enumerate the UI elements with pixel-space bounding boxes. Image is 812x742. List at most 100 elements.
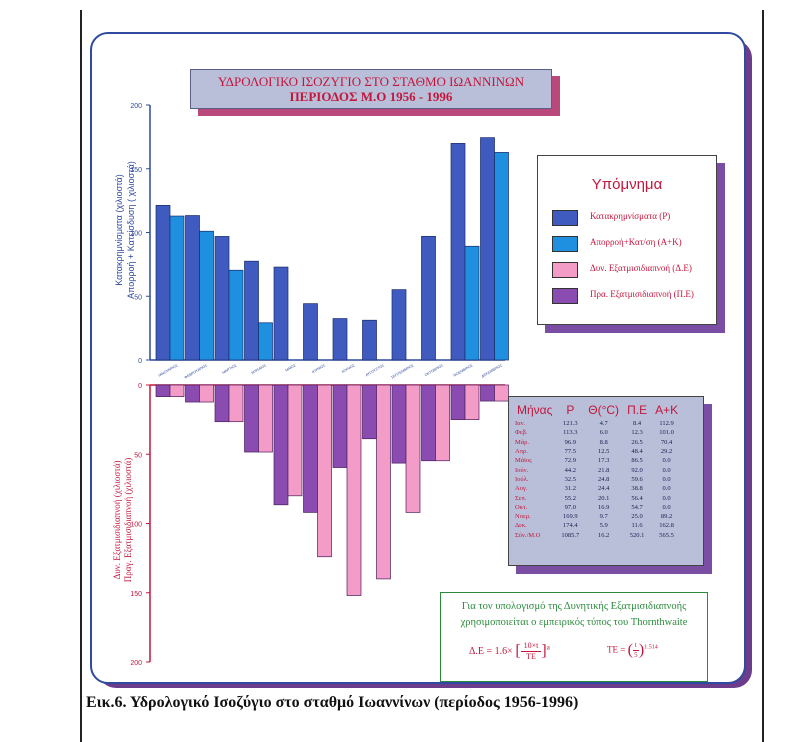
- table-value-cell: 0.0: [662, 485, 671, 493]
- potential-et-bar: [464, 384, 480, 420]
- actual-et-bar: [214, 384, 230, 423]
- table-value-cell: 31.2: [564, 485, 577, 493]
- formula-box: Για τον υπολογισμό της Δυνητικής Εξατμισ…: [440, 592, 708, 682]
- table-month-cell: Δεκ.: [515, 522, 527, 530]
- eq1-denominator: ΤΕ: [526, 652, 536, 661]
- table-value-cell: 4.7: [599, 420, 608, 428]
- actual-et-bar: [185, 384, 200, 403]
- table-month-cell: Ιούν.: [515, 466, 529, 474]
- runoff-bar: [199, 230, 214, 361]
- chart-title: ΥΔΡΟΛΟΓΙΚΟ ΙΣΟΖΥΓΙΟ ΣΤΟ ΣΤΑΘΜΟ ΙΩΑΝΝΙΝΩΝ…: [190, 69, 552, 109]
- table-value-cell: 5.9: [599, 522, 608, 530]
- potential-et-bar: [435, 384, 450, 462]
- month-label: ΦΕΒΡΟΥΑΡΙΟΣ: [184, 363, 209, 380]
- table-value-cell: 565.5: [659, 531, 674, 539]
- precipitation-bar: [480, 137, 495, 361]
- table-value-cell: 12.5: [597, 448, 610, 456]
- legend-swatch: [552, 236, 578, 252]
- table-month-cell: Ιαν.: [515, 420, 526, 428]
- table-value-cell: 89.2: [660, 513, 673, 521]
- table-value-cell: 9.7: [599, 513, 608, 521]
- precipitation-bar: [450, 143, 466, 361]
- eq1-bracket-open: [: [515, 642, 521, 660]
- table-row: Απρ. 77.5 12.5 48.4 29.2: [513, 447, 682, 456]
- precipitation-bar: [155, 204, 171, 361]
- table-value-cell: 38.8: [631, 485, 643, 493]
- month-label: ΑΠΡΙΛΙΟΣ: [250, 363, 267, 375]
- chart-title-line1: ΥΔΡΟΛΟΓΙΚΟ ΙΣΟΖΥΓΙΟ ΣΤΟ ΣΤΑΘΜΟ ΙΩΑΝΝΙΝΩΝ: [217, 74, 525, 89]
- legend-swatch: [552, 288, 578, 304]
- table-value-cell: 44.2: [564, 466, 577, 474]
- month-label: ΙΑΝΟΥΑΡΙΟΣ: [158, 363, 179, 378]
- table-value-cell: 0.0: [662, 503, 671, 511]
- table-row: Ιαν. 121.3 4.7 8.4 112.9: [513, 419, 682, 428]
- actual-et-bar: [480, 384, 495, 402]
- month-label: ΜΑΡΤΙΟΣ: [222, 363, 239, 375]
- data-table: Μήνας P Θ(°C) Π.Ε Α+Κ Ιαν. 121.3 4.7 8.4 112…: [508, 396, 704, 566]
- table-row: Ιούλ. 32.5 24.8 59.6 0.0: [513, 475, 682, 484]
- table-value-cell: 6.0: [599, 429, 608, 437]
- table-month-cell: Οκτ.: [515, 503, 528, 511]
- lower-tick-label: 50: [134, 452, 142, 459]
- table-month-cell: Ιούλ.: [515, 475, 529, 483]
- lower-tick-label: 200: [130, 660, 142, 667]
- table-value-cell: 96.9: [564, 438, 577, 446]
- month-label: ΔΕΚΕΜΒΡΙΟΣ: [481, 363, 504, 379]
- table-value-cell: 112.9: [659, 420, 674, 428]
- potential-et-bar: [494, 384, 509, 402]
- lower-y-label-2: Πραγ. Εξατμισιδιαπνοή (χιλιοστά): [123, 458, 133, 582]
- actual-et-bar: [391, 384, 407, 464]
- eq2-paren-close: ): [638, 641, 645, 659]
- potential-et-bar: [317, 384, 332, 558]
- upper-ticks: 200 150 100 50 0: [130, 103, 150, 365]
- table-row: Ιούν. 44.2 21.8 92.0 0.0: [513, 465, 682, 474]
- table-month-cell: Φεβ.: [515, 429, 528, 437]
- table-header: Π.Ε: [627, 403, 648, 417]
- table-value-cell: 21.8: [597, 466, 610, 474]
- actual-et-bar: [362, 384, 377, 440]
- upper-tick-label: 100: [130, 231, 142, 238]
- legend-label: Απορροή+Κατ/ση (Α+Κ): [590, 237, 682, 247]
- table-value-cell: 26.5: [631, 438, 643, 446]
- lower-bars: [155, 384, 509, 596]
- table-month-cell: Απρ.: [515, 448, 528, 456]
- upper-tick-label: 150: [130, 167, 142, 174]
- legend-label: Κατακρημνίσματα (P): [590, 211, 671, 221]
- upper-y-label-2: Απορροή + Κατείσδυση ( χιλιοστά): [126, 161, 136, 299]
- potential-et-bar: [228, 384, 244, 423]
- table-value-cell: 17.3: [597, 457, 610, 465]
- potential-et-bar: [376, 384, 391, 580]
- lower-tick-label: 150: [130, 591, 142, 598]
- precipitation-bar: [421, 235, 436, 361]
- upper-tick-label: 0: [138, 358, 142, 365]
- table-month-cell: Μάρ.: [515, 438, 530, 446]
- eq1-fraction: 10×t ΤΕ: [520, 641, 542, 662]
- table-value-cell: 162.8: [659, 522, 674, 530]
- precipitation-bar: [244, 260, 259, 361]
- lower-tick-label: 0: [138, 383, 142, 390]
- eq1-left: Δ.Ε = 1.6×: [469, 645, 513, 657]
- table-value-cell: 113.3: [563, 429, 578, 437]
- table-row: Φεβ. 113.3 6.0 12.3 101.0: [513, 428, 682, 437]
- table-value-cell: 0.0: [662, 494, 671, 502]
- table-month-cell: Νοεμ.: [515, 513, 531, 521]
- runoff-bar: [464, 245, 480, 361]
- formula-text-line1: Για τον υπολογισμό της Δυνητικής Εξατμισ…: [461, 601, 687, 612]
- table-value-cell: 72.9: [564, 457, 577, 465]
- table-month-cell: Σύν./Μ.Ο: [515, 531, 541, 539]
- table-month-cell: Σεπ.: [515, 494, 527, 502]
- legend-swatch: [552, 262, 578, 278]
- precipitation-bar: [332, 318, 348, 361]
- table-row: Οκτ. 97.0 16.9 54.7 0.0: [513, 503, 682, 512]
- table-value-cell: 16.9: [597, 503, 610, 511]
- actual-et-bar: [421, 384, 436, 462]
- eq2-exponent: 1.514: [644, 644, 658, 651]
- table-value-cell: 92.0: [631, 466, 643, 474]
- runoff-bar: [258, 322, 273, 361]
- month-label: ΙΟΥΝΙΟΣ: [311, 363, 326, 374]
- lower-tick-label: 100: [130, 522, 142, 529]
- runoff-bar: [169, 215, 185, 361]
- table-month-cell: Μάϊος: [515, 457, 532, 465]
- actual-et-bar: [155, 384, 171, 397]
